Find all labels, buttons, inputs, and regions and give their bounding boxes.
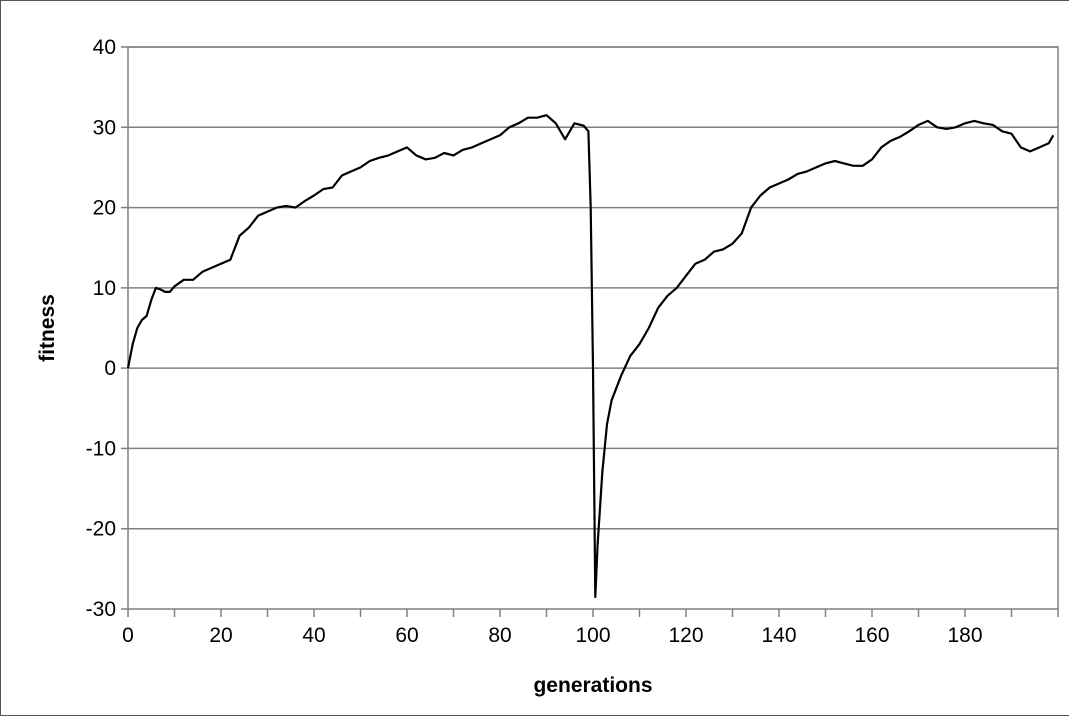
y-tick-label: 10 xyxy=(93,277,116,300)
y-tick-label: 30 xyxy=(93,116,116,139)
x-axis-title: generations xyxy=(533,674,652,697)
y-tick-label: -20 xyxy=(86,518,116,541)
x-tick-labels: 0 20 40 60 80 100 120 140 160 180 xyxy=(122,624,982,647)
x-tick-label: 140 xyxy=(761,624,796,647)
x-tick-label: 40 xyxy=(302,624,325,647)
y-tick-labels: 40 30 20 10 0 -10 -20 -30 xyxy=(86,36,116,621)
x-tick-label: 180 xyxy=(947,624,982,647)
fitness-series-line xyxy=(126,114,1055,599)
y-tick-label: -30 xyxy=(86,598,116,621)
x-tick-label: 60 xyxy=(395,624,418,647)
y-tick-label: 0 xyxy=(104,357,116,380)
x-tick-label: 160 xyxy=(854,624,889,647)
y-tick-label: 20 xyxy=(93,197,116,220)
y-axis-title: fitness xyxy=(36,294,59,362)
y-tick-label: -10 xyxy=(86,437,116,460)
axes xyxy=(127,609,1059,617)
x-tick-label: 100 xyxy=(575,624,610,647)
x-tick-label: 0 xyxy=(122,624,134,647)
x-tick-label: 20 xyxy=(209,624,232,647)
x-tick-label: 120 xyxy=(668,624,703,647)
y-tick-label: 40 xyxy=(93,36,116,59)
x-tick-label: 80 xyxy=(488,624,511,647)
